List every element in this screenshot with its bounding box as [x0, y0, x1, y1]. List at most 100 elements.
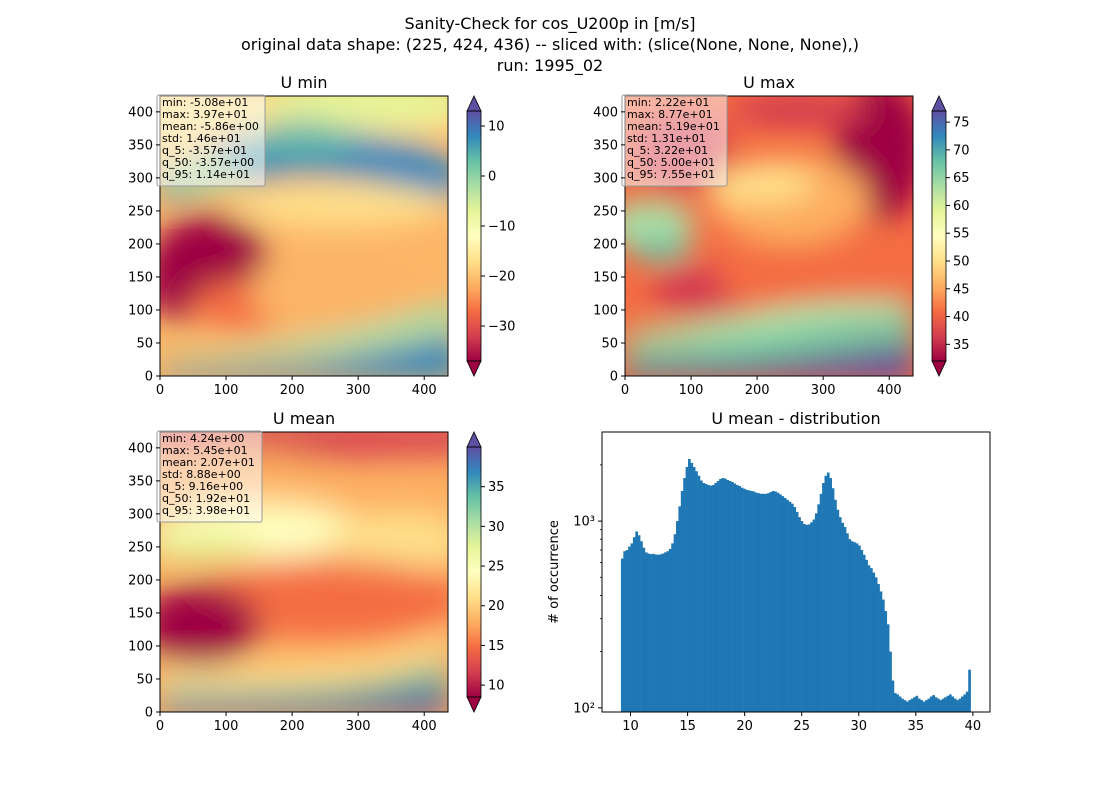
- colorbar-extend-max: [466, 431, 482, 448]
- histogram-bar: [872, 572, 876, 712]
- histogram-bar: [881, 599, 885, 712]
- histogram-bar: [625, 550, 629, 712]
- colorbar-gradient: [932, 111, 946, 361]
- x-tick-label: 400: [877, 383, 902, 398]
- histogram-bar: [649, 554, 653, 712]
- histogram-bar: [664, 552, 667, 712]
- histogram-bar: [726, 479, 730, 712]
- x-tick-label: 10: [622, 719, 639, 734]
- histogram-bar: [652, 553, 655, 712]
- histogram-bar: [781, 496, 785, 712]
- colorbar-tick-label: 30: [488, 520, 505, 535]
- histogram-bar: [898, 696, 902, 712]
- histogram-bar: [721, 478, 725, 712]
- histogram-bar: [968, 669, 971, 712]
- histogram-bar: [711, 485, 715, 712]
- histogram-bars: [620, 459, 971, 712]
- histogram-bar: [929, 696, 933, 712]
- histogram-bar: [666, 551, 670, 712]
- panel-u-max: U max min: 2.22e+01 max: 8.77e+01: [593, 73, 969, 398]
- histogram-bar: [891, 680, 895, 712]
- histogram-bar: [834, 499, 837, 712]
- histogram-bar: [731, 481, 734, 712]
- y-tick-label: 10²: [573, 701, 595, 716]
- histogram-bar: [853, 542, 856, 712]
- histogram-bar: [628, 546, 631, 712]
- histogram-bar: [673, 534, 677, 712]
- colorbar-tick-label: 55: [953, 227, 970, 242]
- x-tick-label: 100: [214, 383, 239, 398]
- histogram-bar: [692, 466, 696, 712]
- histogram-bar: [922, 701, 926, 712]
- histogram-bar: [688, 459, 691, 712]
- histogram-bar: [824, 475, 828, 712]
- axis-ticks: 0 100 200 300 400 0 50 100 150 200 250 300 350 400: [128, 441, 436, 734]
- x-tick-label: 40: [965, 719, 982, 734]
- y-tick-label: 100: [593, 303, 618, 318]
- plot-frame: [159, 95, 449, 377]
- colorbar-tick-label: 15: [488, 639, 505, 654]
- histogram-bar: [623, 551, 627, 712]
- x-tick-label: 200: [280, 719, 305, 734]
- histogram-bar: [793, 506, 797, 712]
- colorbar-extend-min: [466, 360, 482, 377]
- histogram-bar: [802, 523, 806, 712]
- y-tick-label: 0: [145, 370, 153, 385]
- histogram-bar: [879, 591, 883, 712]
- histogram-bar: [709, 485, 713, 712]
- axis-ticks: 0 100 200 300 400 0 50 100 150 200 250 300 350 400: [128, 105, 436, 398]
- stats-line: max: 3.97e+01: [162, 108, 248, 121]
- y-tick-label: 100: [128, 303, 153, 318]
- x-tick-label: 0: [156, 383, 164, 398]
- histogram-bar: [647, 553, 650, 712]
- histogram-bar: [877, 584, 880, 712]
- histogram-bar: [814, 513, 818, 712]
- colorbar-tick-label: 0: [488, 170, 496, 185]
- histogram-bar: [925, 700, 928, 712]
- histogram-bar: [867, 565, 871, 712]
- histogram-bar: [807, 524, 811, 712]
- histogram-bar: [843, 526, 847, 712]
- y-tick-label: 0: [145, 706, 153, 721]
- y-axis-label: # of occurrence: [547, 520, 562, 624]
- stats-line: mean: -5.86e+00: [162, 120, 259, 133]
- colorbar-tick-label: 70: [953, 143, 970, 158]
- colorbar-tick-label: 40: [953, 310, 970, 325]
- histogram-bar: [771, 490, 775, 712]
- stats-box: [156, 94, 266, 187]
- panel-u-mean-distribution: U mean - distribution 10 15 20 25 30 35 4010²1…: [547, 409, 991, 734]
- histogram-bar: [783, 497, 787, 712]
- histogram-bar: [798, 517, 801, 712]
- colorbar-ticks: 35 30 25 20 15 10: [481, 480, 505, 694]
- histogram-bar: [858, 545, 861, 712]
- histogram-bar: [829, 478, 832, 712]
- colorbar-gradient: [467, 447, 481, 697]
- histogram-bar: [728, 480, 732, 712]
- colorbar-tick-label: 10: [488, 679, 505, 694]
- stats-line: mean: 2.07e+01: [162, 456, 255, 469]
- histogram-bar: [893, 693, 897, 712]
- axis-ticks: 10 15 20 25 30 35 40 10² 10³: [573, 464, 982, 734]
- histogram-bar: [719, 479, 722, 712]
- y-tick-label: 150: [128, 606, 153, 621]
- histogram-bar: [870, 568, 873, 712]
- stats-line: min: 2.22e+01: [627, 96, 709, 109]
- x-tick-label: 0: [621, 383, 629, 398]
- histogram-bar: [767, 493, 770, 712]
- colorbar-tick-label: 65: [953, 171, 970, 186]
- plot-frame: [159, 431, 449, 713]
- x-tick-label: 35: [908, 719, 925, 734]
- histogram-bar: [620, 558, 624, 712]
- stats-line: min: -5.08e+01: [162, 96, 248, 109]
- figure-title-line-1: Sanity-Check for cos_U200p in [m/s]: [404, 14, 695, 34]
- histogram-bar: [850, 541, 854, 712]
- histogram-bar: [743, 488, 746, 712]
- y-tick-label: 300: [593, 171, 618, 186]
- histogram-bar: [654, 554, 658, 712]
- colorbar-extend-max: [931, 95, 947, 112]
- histogram-bar: [865, 559, 868, 712]
- histogram-bar: [762, 493, 765, 712]
- stats-lines: min: 4.24e+00 max: 5.45e+01 mean: 2.07e+…: [162, 432, 255, 517]
- x-tick-label: 200: [745, 383, 770, 398]
- histogram-bar: [659, 554, 662, 712]
